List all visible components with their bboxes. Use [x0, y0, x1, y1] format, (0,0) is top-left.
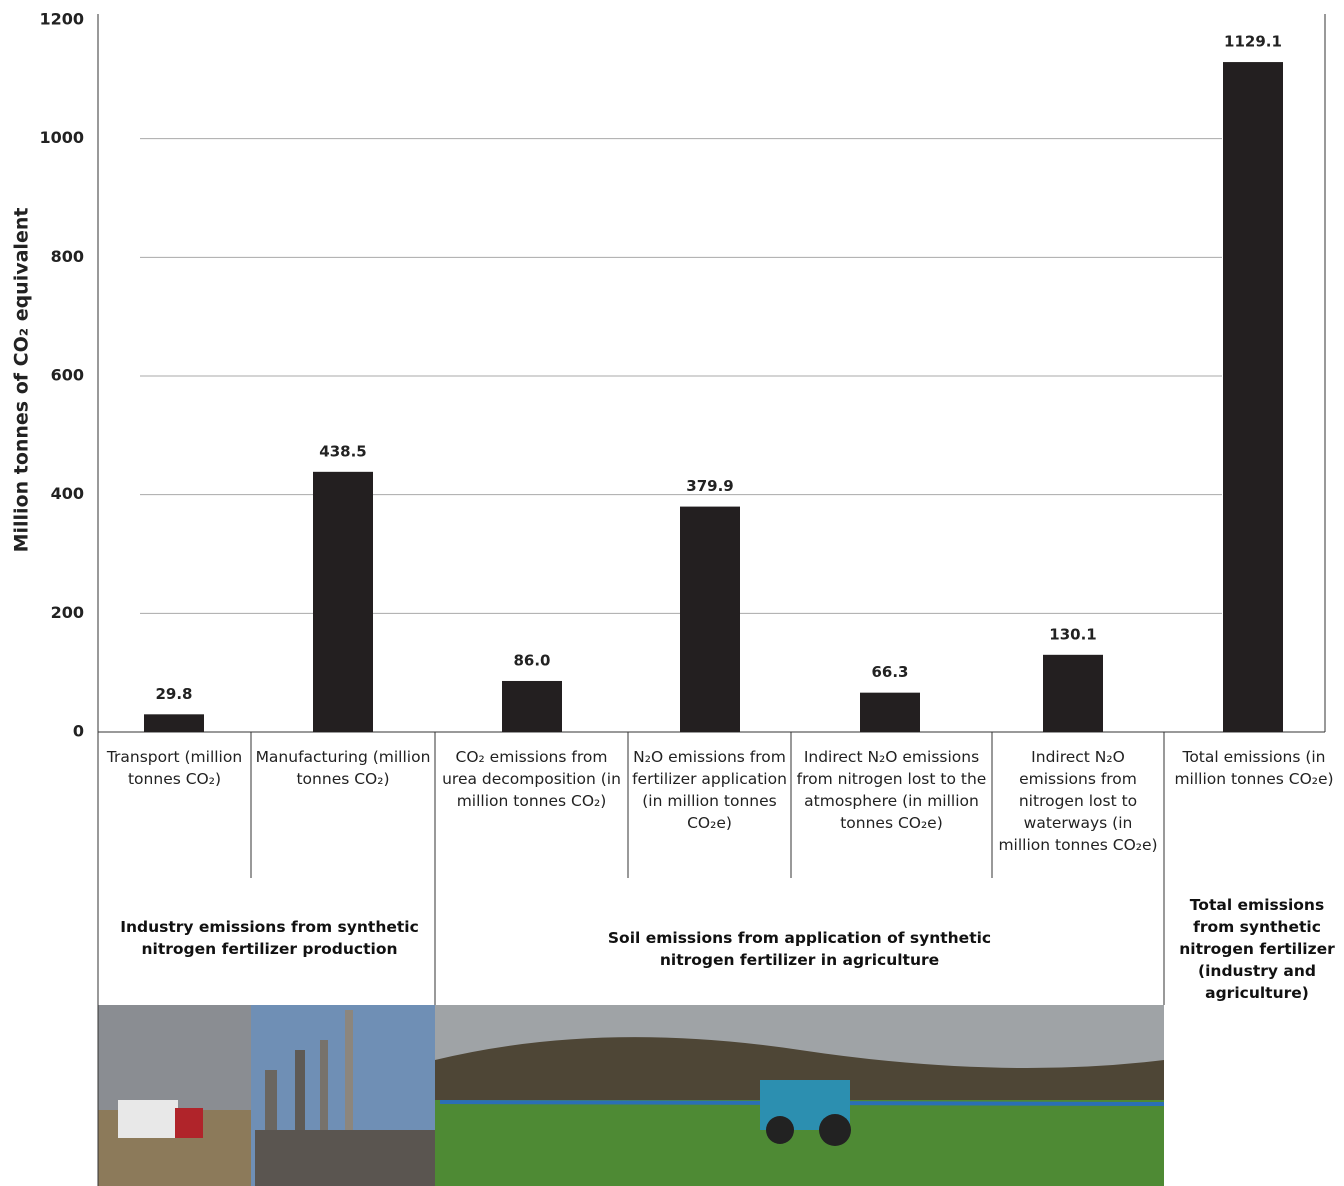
value-label: 379.9 — [686, 477, 733, 495]
separators — [97, 14, 1326, 1186]
group-label: Industry emissions from synthetic nitrog… — [120, 918, 419, 958]
y-tick-label: 400 — [51, 484, 84, 503]
bar — [1223, 62, 1283, 733]
y-tick-label: 800 — [51, 247, 84, 266]
bar — [1043, 654, 1103, 732]
y-tick-label: 200 — [51, 603, 84, 622]
photos — [98, 1005, 1165, 1186]
x-tick-label: Indirect N₂O emissions from nitrogen los… — [998, 748, 1158, 854]
x-tick-label: CO₂ emissions from urea decomposition (i… — [442, 748, 621, 810]
bar — [144, 714, 204, 732]
value-label: 438.5 — [319, 442, 366, 460]
value-label: 86.0 — [513, 651, 550, 669]
value-label: 66.3 — [871, 663, 908, 681]
bar — [313, 471, 373, 732]
y-tick-label: 1000 — [39, 128, 84, 147]
x-tick-label: Indirect N₂O emissions from nitrogen los… — [796, 748, 987, 832]
bar — [860, 692, 920, 732]
value-label: 29.8 — [155, 685, 192, 703]
y-tick-label: 600 — [51, 366, 84, 385]
group-label: Total emissions from synthetic nitrogen … — [1179, 896, 1335, 1002]
y-tick-label: 1200 — [39, 10, 84, 29]
x-tick-label: N₂O emissions from fertilizer applicatio… — [632, 748, 787, 832]
bar — [680, 506, 740, 732]
bar — [502, 680, 562, 732]
x-tick-label: Transport (million tonnes CO₂) — [106, 748, 243, 788]
x-tick-label: Total emissions (in million tonnes CO₂e) — [1174, 748, 1334, 788]
x-tick-label: Manufacturing (million tonnes CO₂) — [255, 748, 431, 788]
value-label: 1129.1 — [1224, 33, 1282, 51]
y-tick-label: 0 — [73, 722, 84, 741]
group-label: Soil emissions from application of synth… — [607, 929, 992, 969]
y-axis-label: Million tonnes of CO₂ equivalent — [11, 208, 33, 553]
value-label: 130.1 — [1049, 625, 1096, 643]
